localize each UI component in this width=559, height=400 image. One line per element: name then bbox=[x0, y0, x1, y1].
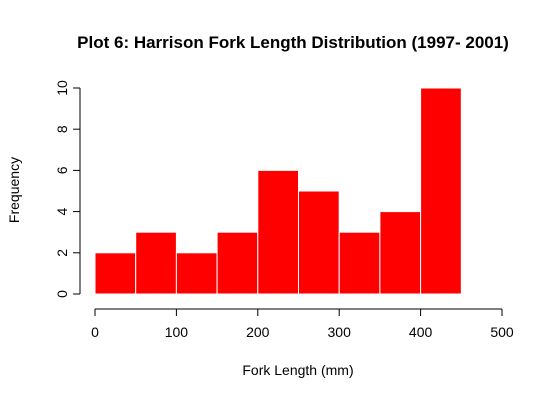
chart-title: Plot 6: Harrison Fork Length Distributio… bbox=[77, 33, 509, 52]
y-tick-label: 2 bbox=[54, 249, 70, 257]
x-tick-label: 400 bbox=[409, 324, 433, 340]
histogram-bar-2 bbox=[175, 252, 218, 295]
histogram-bar-8 bbox=[420, 87, 462, 295]
x-axis-label: Fork Length (mm) bbox=[242, 362, 353, 378]
x-axis: 0 100 200 300 400 500 bbox=[91, 308, 514, 340]
x-tick-label: 500 bbox=[490, 324, 514, 340]
y-tick-label: 10 bbox=[54, 80, 70, 96]
bars-group bbox=[94, 87, 462, 295]
y-tick-label: 4 bbox=[54, 207, 70, 215]
x-tick-label: 300 bbox=[328, 324, 352, 340]
histogram-bar-5 bbox=[298, 190, 340, 295]
histogram-bar-3 bbox=[216, 231, 259, 295]
x-tick-label: 200 bbox=[246, 324, 270, 340]
histogram-bar-0 bbox=[94, 252, 137, 295]
histogram-bar-7 bbox=[379, 211, 422, 295]
x-tick-label: 0 bbox=[91, 324, 99, 340]
x-tick-label: 100 bbox=[165, 324, 189, 340]
y-tick-label: 0 bbox=[54, 290, 70, 298]
y-tick-label: 6 bbox=[54, 166, 70, 174]
y-axis: 0 2 4 6 8 10 bbox=[54, 80, 81, 298]
histogram-bar-4 bbox=[257, 169, 299, 295]
histogram-bar-1 bbox=[135, 231, 177, 295]
y-axis-label: Frequency bbox=[6, 157, 22, 223]
y-tick-label: 8 bbox=[54, 125, 70, 133]
histogram-bar-6 bbox=[338, 231, 381, 295]
